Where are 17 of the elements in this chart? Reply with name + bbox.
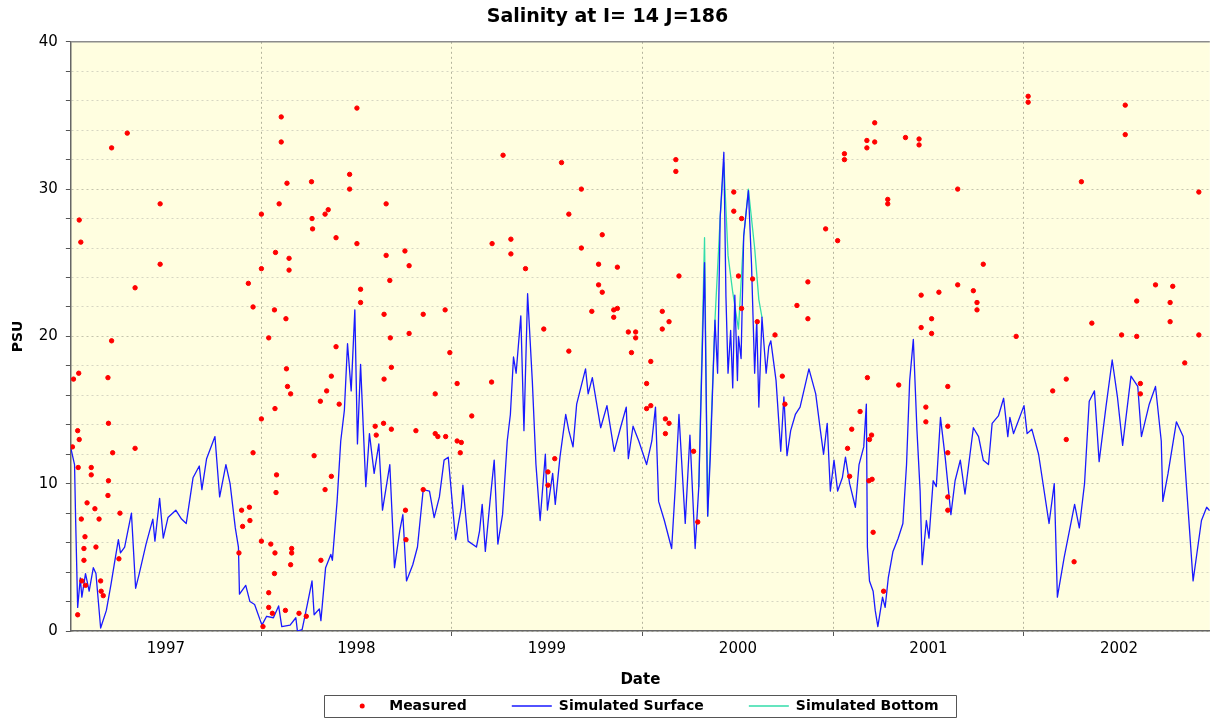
legend-label: Measured (389, 696, 467, 713)
legend-label: Simulated Bottom (795, 696, 939, 713)
x-tick-label: 2000 (718, 638, 758, 657)
legend-label: Simulated Surface (558, 696, 704, 713)
y-tick-label: 0 (48, 620, 58, 639)
y-tick-label: 30 (38, 178, 58, 197)
y-tick-label: 20 (38, 326, 58, 345)
y-tick-label: 10 (38, 473, 58, 492)
x-tick-label: 1999 (527, 638, 567, 657)
x-tick-label: 1997 (146, 638, 185, 657)
x-tick-label: 2001 (909, 638, 948, 657)
y-axis-title: PSU (9, 320, 26, 353)
chart-title: Salinity at I= 14 J=186 (486, 4, 729, 27)
x-axis-title: Date (620, 669, 661, 688)
y-tick-label: 40 (38, 31, 58, 50)
x-tick-label: 1998 (337, 638, 376, 657)
x-tick-label: 2002 (1099, 638, 1139, 657)
